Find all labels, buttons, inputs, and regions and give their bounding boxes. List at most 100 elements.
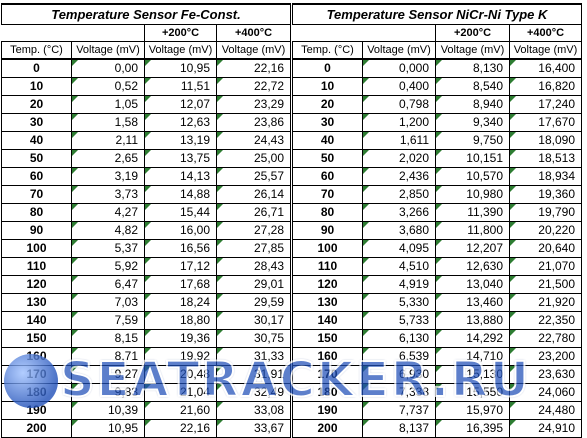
- voltage-cell[interactable]: 0,400: [362, 77, 436, 96]
- temp-cell[interactable]: 90: [1, 221, 72, 240]
- voltage-cell[interactable]: 31,33: [216, 347, 291, 366]
- temp-cell[interactable]: 70: [292, 185, 363, 204]
- voltage-cell[interactable]: 6,47: [71, 275, 145, 294]
- voltage-cell[interactable]: 33,67: [216, 419, 291, 438]
- voltage-cell[interactable]: 2,65: [71, 149, 145, 168]
- voltage-cell[interactable]: 4,095: [362, 239, 436, 258]
- temp-cell[interactable]: 180: [292, 383, 363, 402]
- voltage-cell[interactable]: 21,60: [144, 401, 217, 420]
- temp-cell[interactable]: 190: [1, 401, 72, 420]
- temp-cell[interactable]: 120: [1, 275, 72, 294]
- voltage-cell[interactable]: 6,539: [362, 347, 436, 366]
- voltage-cell[interactable]: 25,00: [216, 149, 291, 168]
- voltage-cell[interactable]: 11,390: [435, 203, 510, 222]
- voltage-cell[interactable]: 19,790: [509, 203, 582, 222]
- voltage-cell[interactable]: 20,220: [509, 221, 582, 240]
- temp-cell[interactable]: 170: [292, 365, 363, 384]
- voltage-cell[interactable]: 20,48: [144, 365, 217, 384]
- voltage-cell[interactable]: 23,630: [509, 365, 582, 384]
- voltage-cell[interactable]: 13,040: [435, 275, 510, 294]
- voltage-cell[interactable]: 10,570: [435, 167, 510, 186]
- voltage-cell[interactable]: 12,63: [144, 113, 217, 132]
- temp-cell[interactable]: 150: [292, 329, 363, 348]
- voltage-cell[interactable]: 24,910: [509, 419, 582, 438]
- voltage-cell[interactable]: 4,510: [362, 257, 436, 276]
- voltage-cell[interactable]: 10,151: [435, 149, 510, 168]
- voltage-cell[interactable]: 33,08: [216, 401, 291, 420]
- voltage-cell[interactable]: 26,14: [216, 185, 291, 204]
- temp-cell[interactable]: 30: [1, 113, 72, 132]
- temp-cell[interactable]: 70: [1, 185, 72, 204]
- voltage-cell[interactable]: 11,51: [144, 77, 217, 96]
- voltage-cell[interactable]: 24,480: [509, 401, 582, 420]
- voltage-cell[interactable]: 3,73: [71, 185, 145, 204]
- voltage-cell[interactable]: 17,670: [509, 113, 582, 132]
- temp-cell[interactable]: 170: [1, 365, 72, 384]
- voltage-cell[interactable]: 5,92: [71, 257, 145, 276]
- voltage-cell[interactable]: 18,24: [144, 293, 217, 312]
- voltage-cell[interactable]: 14,292: [435, 329, 510, 348]
- voltage-cell[interactable]: 23,200: [509, 347, 582, 366]
- voltage-cell[interactable]: 8,15: [71, 329, 145, 348]
- voltage-cell[interactable]: 22,350: [509, 311, 582, 330]
- voltage-cell[interactable]: 20,640: [509, 239, 582, 258]
- voltage-cell[interactable]: 1,05: [71, 95, 145, 114]
- temp-cell[interactable]: 50: [1, 149, 72, 168]
- temp-cell[interactable]: 20: [1, 95, 72, 114]
- voltage-cell[interactable]: 9,83: [71, 383, 145, 402]
- voltage-cell[interactable]: 8,130: [435, 58, 510, 78]
- voltage-cell[interactable]: 10,95: [144, 58, 217, 78]
- temp-cell[interactable]: 200: [1, 419, 72, 438]
- temp-cell[interactable]: 180: [1, 383, 72, 402]
- temp-cell[interactable]: 160: [1, 347, 72, 366]
- temp-cell[interactable]: 110: [1, 257, 72, 276]
- temp-cell[interactable]: 200: [292, 419, 363, 438]
- voltage-cell[interactable]: 26,71: [216, 203, 291, 222]
- temp-cell[interactable]: 60: [1, 167, 72, 186]
- voltage-cell[interactable]: 30,17: [216, 311, 291, 330]
- voltage-cell[interactable]: 22,780: [509, 329, 582, 348]
- voltage-cell[interactable]: 24,43: [216, 131, 291, 150]
- voltage-cell[interactable]: 19,92: [144, 347, 217, 366]
- voltage-cell[interactable]: 22,16: [216, 58, 291, 78]
- temp-cell[interactable]: 110: [292, 257, 363, 276]
- voltage-cell[interactable]: 18,513: [509, 149, 582, 168]
- voltage-cell[interactable]: 7,338: [362, 383, 436, 402]
- voltage-cell[interactable]: 12,630: [435, 257, 510, 276]
- voltage-cell[interactable]: 0,798: [362, 95, 436, 114]
- voltage-cell[interactable]: 16,56: [144, 239, 217, 258]
- temp-cell[interactable]: 80: [292, 203, 363, 222]
- voltage-cell[interactable]: 23,86: [216, 113, 291, 132]
- voltage-cell[interactable]: 16,820: [509, 77, 582, 96]
- temp-cell[interactable]: 140: [1, 311, 72, 330]
- voltage-cell[interactable]: 11,800: [435, 221, 510, 240]
- temp-cell[interactable]: 20: [292, 95, 363, 114]
- voltage-cell[interactable]: 7,03: [71, 293, 145, 312]
- voltage-cell[interactable]: 12,07: [144, 95, 217, 114]
- temp-cell[interactable]: 50: [292, 149, 363, 168]
- voltage-cell[interactable]: 16,395: [435, 419, 510, 438]
- voltage-cell[interactable]: 7,59: [71, 311, 145, 330]
- voltage-cell[interactable]: 5,330: [362, 293, 436, 312]
- voltage-cell[interactable]: 5,733: [362, 311, 436, 330]
- voltage-cell[interactable]: 13,19: [144, 131, 217, 150]
- temp-cell[interactable]: 0: [292, 58, 363, 78]
- voltage-cell[interactable]: 32,49: [216, 383, 291, 402]
- voltage-cell[interactable]: 29,59: [216, 293, 291, 312]
- voltage-cell[interactable]: 31,91: [216, 365, 291, 384]
- voltage-cell[interactable]: 8,137: [362, 419, 436, 438]
- voltage-cell[interactable]: 15,44: [144, 203, 217, 222]
- voltage-cell[interactable]: 6,130: [362, 329, 436, 348]
- voltage-cell[interactable]: 21,500: [509, 275, 582, 294]
- voltage-cell[interactable]: 22,72: [216, 77, 291, 96]
- voltage-cell[interactable]: 9,750: [435, 131, 510, 150]
- voltage-cell[interactable]: 4,919: [362, 275, 436, 294]
- temp-cell[interactable]: 40: [1, 131, 72, 150]
- voltage-cell[interactable]: 27,28: [216, 221, 291, 240]
- voltage-cell[interactable]: 8,71: [71, 347, 145, 366]
- voltage-cell[interactable]: 2,020: [362, 149, 436, 168]
- voltage-cell[interactable]: 7,737: [362, 401, 436, 420]
- voltage-cell[interactable]: 10,39: [71, 401, 145, 420]
- voltage-cell[interactable]: 13,460: [435, 293, 510, 312]
- temp-cell[interactable]: 190: [292, 401, 363, 420]
